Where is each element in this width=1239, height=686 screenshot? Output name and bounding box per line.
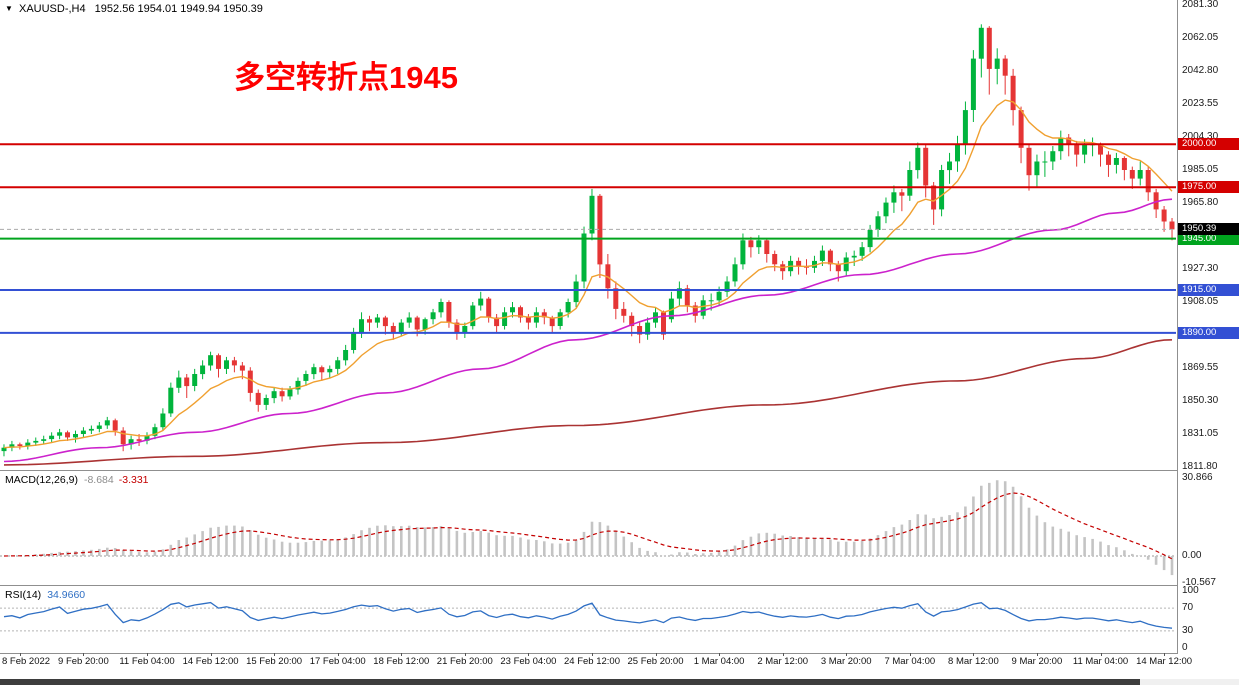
current-price-tag: 1950.39 (1178, 223, 1239, 236)
annotation-text: 多空转折点1945 (234, 60, 458, 95)
time-label: 3 Mar 20:00 (820, 656, 872, 667)
time-label: 14 Mar 12:00 (1136, 656, 1193, 667)
ma-fast-line (3, 99, 1173, 449)
time-label: 8 Feb 2022 (2, 656, 51, 667)
time-tick (401, 653, 403, 656)
time-label: 2 Mar 12:00 (757, 656, 809, 667)
time-tick (655, 653, 657, 656)
time-label: 14 Feb 12:00 (182, 656, 239, 667)
macd-main-value: -8.684 (83, 474, 114, 486)
price-chart-plot[interactable] (0, 0, 1177, 470)
time-tick (528, 653, 530, 656)
price-tick: 1831.05 (1182, 427, 1219, 439)
price-tick: 2081.30 (1182, 0, 1219, 10)
time-tick (846, 653, 848, 656)
time-label: 23 Feb 04:00 (500, 656, 557, 667)
time-tick (592, 653, 593, 656)
price-tick: 1811.80 (1182, 460, 1218, 472)
time-label: 17 Feb 04:00 (309, 656, 366, 667)
time-tick (1036, 653, 1038, 656)
scrollbar-thumb[interactable] (0, 679, 1140, 685)
time-label: 1 Mar 04:00 (693, 656, 745, 667)
axis-separator (1177, 0, 1178, 654)
symbol-marker-icon[interactable]: ▼ (5, 4, 13, 13)
time-tick (274, 653, 276, 656)
price-tick: 2042.80 (1182, 65, 1219, 76)
macd-signal-line (3, 492, 1173, 560)
price-tick: 2004.30 (1182, 131, 1219, 142)
ohlc-readout: 1952.56 1954.01 1949.94 1950.39 (94, 3, 263, 15)
symbol-timeframe-label: XAUUSD-,H4 (18, 3, 86, 15)
rsi-name: RSI(14) (5, 589, 42, 601)
time-label: 15 Feb 20:00 (246, 656, 303, 667)
price-level-tag-1975.00[interactable]: 1975.00 (1178, 181, 1239, 194)
time-tick (973, 653, 975, 656)
price-tick: 1927.30 (1182, 263, 1219, 274)
price-tick: 1869.55 (1182, 361, 1219, 373)
time-tick (782, 653, 784, 656)
time-tick (210, 653, 212, 656)
time-tick (83, 653, 85, 656)
price-tick: 2023.55 (1182, 98, 1219, 109)
horizontal-scrollbar[interactable] (0, 679, 1239, 685)
time-label: 24 Feb 12:00 (564, 656, 620, 667)
price-level-tag-1890.00[interactable]: 1890.00 (1178, 326, 1239, 339)
rsi-value: 34.9660 (47, 589, 86, 601)
price-tick: 1850.30 (1182, 394, 1219, 406)
time-label: 8 Mar 12:00 (948, 656, 999, 667)
time-label: 11 Feb 04:00 (119, 656, 175, 667)
time-tick (19, 653, 21, 656)
macd-tick: 30.866 (1182, 472, 1213, 483)
candles (1, 24, 1175, 457)
ma-slow-line (3, 339, 1173, 466)
time-label: 9 Feb 20:00 (58, 656, 109, 667)
time-axis[interactable]: 8 Feb 2022 9 Feb 20:00 11 Feb 04:00 14 Feb … (0, 656, 1239, 670)
price-level-tag-2000.00[interactable]: 2000.00 (1178, 138, 1239, 151)
price-level-tag-1915.00[interactable]: 1915.00 (1178, 284, 1239, 296)
time-label: 25 Feb 20:00 (627, 656, 684, 667)
rsi-line (3, 601, 1173, 629)
price-tick: 1985.05 (1182, 164, 1219, 175)
price-axis[interactable]: 2081.30 2062.05 2042.80 2023.55 2004.30 1985.… (1178, 0, 1239, 654)
ma-mid-line (3, 198, 1173, 463)
panel-separator-2[interactable] (0, 585, 1239, 586)
rsi-tick: 0 (1182, 642, 1188, 653)
panel-separator-1[interactable] (0, 470, 1239, 471)
price-tick: 1908.05 (1182, 296, 1219, 307)
time-tick (909, 653, 911, 656)
time-tick (1100, 653, 1102, 656)
macd-panel-plot[interactable] (0, 472, 1177, 585)
macd-histogram (10, 480, 1174, 576)
time-label: 9 Mar 20:00 (1011, 656, 1063, 667)
time-tick (719, 653, 721, 656)
macd-name: MACD(12,26,9) (5, 474, 78, 486)
price-tick: 2062.05 (1182, 32, 1219, 43)
panel-separator-3 (0, 653, 1239, 654)
time-tick (464, 653, 466, 656)
macd-indicator-label: MACD(12,26,9) -8.684 -3.331 (5, 474, 149, 486)
macd-tick: 0.00 (1182, 550, 1202, 561)
chart-header: ▼ XAUUSD-,H4 1952.56 1954.01 1949.94 195… (5, 3, 263, 15)
price-tick: 1965.80 (1182, 197, 1219, 208)
rsi-tick: 100 (1182, 585, 1199, 596)
rsi-tick: 30 (1182, 624, 1194, 636)
time-label: 21 Feb 20:00 (436, 656, 493, 667)
rsi-indicator-label: RSI(14) 34.9660 (5, 589, 85, 601)
time-label: 7 Mar 04:00 (884, 656, 936, 667)
macd-signal-value: -3.331 (118, 474, 149, 486)
price-level-tag-1945.00[interactable]: 1945.00 (1178, 232, 1239, 245)
time-label: 18 Feb 12:00 (373, 656, 430, 667)
rsi-tick: 70 (1182, 602, 1194, 614)
macd-tick: -10.567 (1182, 576, 1216, 588)
time-tick (147, 653, 148, 656)
time-tick (1164, 653, 1166, 656)
rsi-panel-plot[interactable] (0, 587, 1177, 653)
time-tick (337, 653, 339, 656)
time-label: 11 Mar 04:00 (1072, 656, 1129, 667)
